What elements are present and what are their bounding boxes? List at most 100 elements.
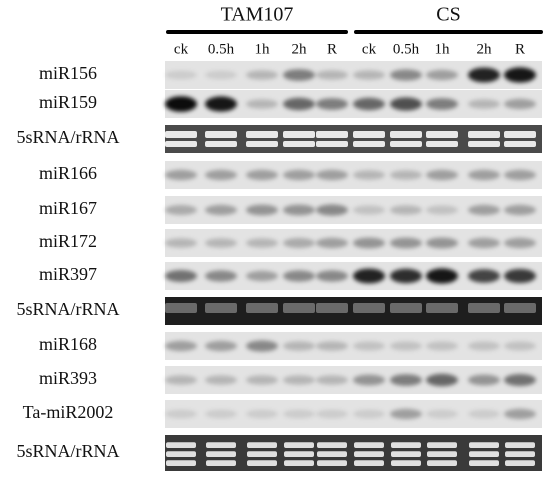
blot-band	[205, 70, 237, 80]
gel-band	[353, 131, 385, 138]
blot-band	[165, 205, 197, 215]
gel-band	[206, 460, 236, 466]
blot-band	[504, 269, 536, 283]
blot-panel	[165, 196, 542, 224]
blot-band	[468, 269, 500, 283]
lane-label: R	[327, 41, 337, 57]
blot-band	[504, 341, 536, 351]
blot-band	[283, 341, 315, 351]
row-label: 5sRNA/rRNA	[16, 127, 119, 147]
blot-band	[316, 98, 348, 110]
blot-band	[316, 270, 348, 282]
lane-label: 2h	[477, 41, 493, 57]
blot-panel	[165, 90, 542, 118]
blot-band	[390, 170, 422, 180]
blot-band	[426, 373, 458, 387]
blot-band	[246, 270, 278, 282]
blot-band	[390, 374, 422, 386]
blot-band	[246, 204, 278, 216]
blot-band	[205, 270, 237, 282]
row-label: miR393	[39, 368, 97, 388]
gel-band	[246, 131, 278, 138]
blot-band	[316, 204, 348, 216]
blot-band	[283, 97, 315, 111]
blot-band	[165, 70, 197, 80]
blot-band	[426, 205, 458, 215]
blot-band	[246, 409, 278, 419]
blot-band	[504, 408, 536, 420]
blot-band	[390, 237, 422, 249]
gel-band	[246, 303, 278, 313]
blot-band	[390, 97, 422, 111]
row-label: miR156	[39, 63, 97, 83]
gel-band	[206, 442, 236, 448]
blot-panel	[165, 435, 542, 471]
blot-band	[426, 409, 458, 419]
gel-band	[283, 303, 315, 313]
blot-band	[316, 70, 348, 80]
blot-band	[353, 341, 385, 351]
blot-band	[426, 169, 458, 181]
lane-label: 2h	[292, 41, 308, 57]
gel-band	[391, 451, 421, 457]
blot-band	[246, 169, 278, 181]
gel-band	[166, 460, 196, 466]
gel-band	[283, 141, 315, 147]
gel-band	[427, 460, 457, 466]
blot-band	[504, 67, 536, 83]
blot-band	[353, 70, 385, 80]
blot-band	[246, 340, 278, 352]
blot-band	[468, 169, 500, 181]
gel-band	[317, 460, 347, 466]
gel-band	[205, 131, 237, 138]
blot-band	[316, 375, 348, 385]
lane-label: 0.5h	[208, 41, 235, 57]
gel-band	[426, 131, 458, 138]
gel-band	[205, 303, 237, 313]
blot-band	[205, 96, 237, 112]
gel-band	[354, 451, 384, 457]
blot-band	[246, 99, 278, 109]
gel-band	[469, 451, 499, 457]
blot-band	[205, 169, 237, 181]
gel-band	[247, 460, 277, 466]
blot-band	[165, 340, 197, 352]
blot-panel	[165, 400, 542, 428]
gel-band	[468, 131, 500, 138]
gel-band	[284, 442, 314, 448]
blot-panel	[165, 161, 542, 189]
blot-panel	[165, 297, 542, 325]
gel-band	[165, 141, 197, 147]
blot-band	[426, 98, 458, 110]
blot-band	[353, 205, 385, 215]
blot-panel	[165, 262, 542, 290]
blot-panel	[165, 125, 542, 153]
gel-band	[505, 442, 535, 448]
gel-band	[505, 460, 535, 466]
row-label: Ta-miR2002	[23, 402, 114, 422]
gel-band	[205, 141, 237, 147]
gel-band	[317, 451, 347, 457]
lane-label: 1h	[255, 41, 271, 57]
lane-label: 1h	[435, 41, 451, 57]
gel-band	[390, 141, 422, 147]
row-label: miR397	[39, 264, 97, 284]
row-label: miR172	[39, 231, 97, 251]
gel-band	[166, 451, 196, 457]
lane-label: R	[515, 41, 525, 57]
gel-band	[505, 451, 535, 457]
blot-band	[246, 70, 278, 80]
blot-band	[353, 374, 385, 386]
lane-label: ck	[174, 41, 189, 57]
gel-band	[427, 442, 457, 448]
blot-panel	[165, 366, 542, 394]
blot-band	[468, 67, 500, 83]
gel-band	[469, 442, 499, 448]
blot-panel	[165, 332, 542, 360]
blot-panel	[165, 229, 542, 257]
blot-band	[165, 270, 197, 282]
gel-band	[283, 131, 315, 138]
row-label: miR166	[39, 163, 97, 183]
gel-band	[390, 131, 422, 138]
